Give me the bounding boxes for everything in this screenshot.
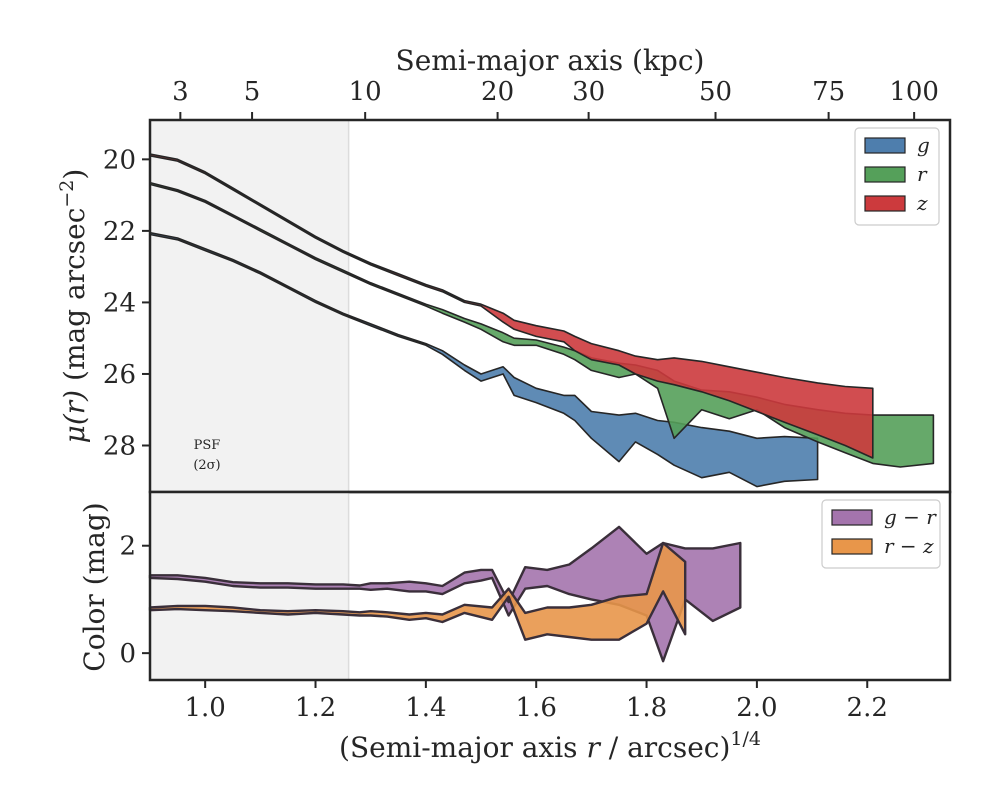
band-r-minus-z	[148, 541, 687, 641]
x-title-part1: (Semi-major axis	[339, 731, 586, 764]
band-g	[149, 231, 819, 488]
bottom-axis-title: (Semi-major axis r / arcsec)1/4	[339, 728, 761, 764]
x-tick-label: 1.0	[184, 693, 225, 723]
y-tick-label: 0	[119, 639, 136, 669]
x-title-part2: / arcsec)	[600, 731, 731, 764]
surface-brightness-panel: PSF (2σ) 20 22 24 26 28 3 5 10 20 30 50 75 100 Semi…	[56, 44, 952, 494]
y-tick-label: 26	[103, 360, 136, 390]
legend-swatch	[864, 166, 906, 183]
x-tick-label: 2.0	[736, 693, 777, 723]
x-tick-label: 1.4	[405, 693, 446, 723]
x-tick-label: 2.2	[847, 693, 888, 723]
y-unit-exponent: −2	[56, 180, 78, 208]
legend-label-r: r	[917, 162, 928, 186]
psf-label: PSF	[194, 438, 221, 453]
surface-brightness-areas	[149, 153, 935, 488]
bottom-y-axis: 02	[119, 532, 150, 669]
kpc-tick-label: 10	[349, 77, 382, 107]
x-tick-label: 1.2	[295, 693, 336, 723]
y-tick-label: 2	[119, 532, 136, 562]
x-tick-label: 1.6	[516, 693, 557, 723]
legend-label-z: z	[916, 191, 928, 215]
bottom-legend: g − r r − z	[821, 499, 941, 569]
y-tick-label: 28	[103, 432, 136, 462]
top-y-axis-title: μ(r) (mag arcsec−2)	[56, 169, 91, 444]
legend-label-g: g	[917, 133, 930, 157]
x-title-exponent: 1/4	[730, 728, 761, 750]
kpc-tick-label: 100	[889, 77, 939, 107]
mu-symbol: μ(r)	[58, 390, 91, 443]
kpc-tick-label: 30	[572, 77, 605, 107]
psf-sigma-label: (2σ)	[193, 458, 220, 473]
band-g-minus-r	[148, 525, 742, 663]
x-title-r: r	[586, 731, 601, 764]
color-panel: 02 1.0 1.2 1.4 1.6 1.8 2.0 2.2 Color (mag) (Se…	[78, 490, 952, 764]
bottom-panel-frame	[148, 490, 952, 682]
bottom-y-axis-title: Color (mag)	[78, 502, 111, 671]
y-unit-text: (mag arcsec	[58, 208, 91, 381]
legend-swatch	[864, 137, 906, 154]
legend-swatch	[864, 195, 906, 212]
legend-swatch	[831, 509, 873, 526]
kpc-tick-label: 50	[699, 77, 732, 107]
legend-label-r-z: r − z	[884, 534, 934, 558]
y-tick-label: 24	[103, 288, 136, 318]
psf-region	[150, 120, 349, 492]
kpc-tick-label: 5	[244, 77, 261, 107]
y-tick-label: 20	[103, 145, 136, 175]
top-axis-title: Semi-major axis (kpc)	[396, 44, 705, 77]
y-tick-label: 22	[103, 217, 136, 247]
kpc-tick-label: 3	[172, 77, 189, 107]
top-y-axis: 20 22 24 26 28	[103, 145, 150, 462]
top-legend: grz	[854, 127, 940, 226]
bottom-x-axis: 1.0 1.2 1.4 1.6 1.8 2.0 2.2	[184, 680, 888, 723]
kpc-tick-label: 20	[481, 77, 514, 107]
legend-label-g-r: g − r	[884, 505, 937, 529]
kpc-tick-label: 75	[812, 77, 845, 107]
band-z	[149, 153, 874, 459]
x-tick-label: 1.8	[626, 693, 667, 723]
legend-swatch	[831, 538, 873, 555]
top-kpc-axis: 3 5 10 20 30 50 75 100	[172, 77, 939, 120]
color-areas	[148, 525, 742, 663]
y-unit-close: )	[58, 169, 91, 180]
